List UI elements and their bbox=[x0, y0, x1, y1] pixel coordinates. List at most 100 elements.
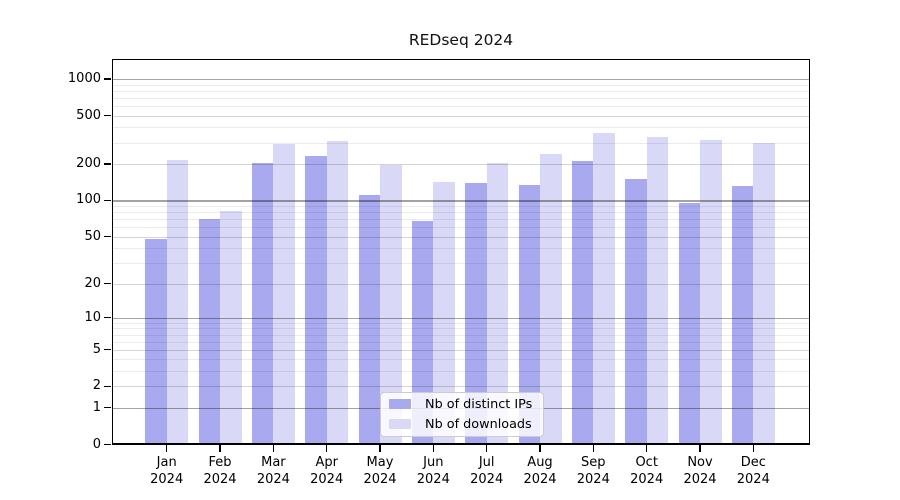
y-tick-label: 2 bbox=[92, 378, 101, 394]
minor-gridline bbox=[112, 371, 810, 373]
minor-gridline bbox=[112, 84, 810, 86]
x-tick-label: Nov 2024 bbox=[665, 454, 735, 488]
x-tick-label: Feb 2024 bbox=[185, 454, 255, 488]
minor-gridline bbox=[112, 219, 810, 220]
y-tick-label: 1 bbox=[92, 399, 101, 415]
x-tick-month: Sep bbox=[581, 455, 606, 470]
x-tick-year: 2024 bbox=[310, 472, 344, 487]
x-tick-month: Jul bbox=[478, 455, 495, 470]
y-tick-label: 10 bbox=[84, 309, 101, 325]
x-tick-month: Aug bbox=[527, 455, 553, 470]
x-tick-label: Dec 2024 bbox=[718, 454, 788, 488]
plot-area: Nb of distinct IPs Nb of downloads bbox=[112, 58, 810, 445]
gridline-20 bbox=[112, 283, 810, 285]
minor-gridline bbox=[112, 97, 810, 99]
x-tick-month: May bbox=[366, 455, 394, 470]
bar-distinct-ips-feb bbox=[198, 219, 221, 445]
x-tick-mark bbox=[699, 444, 701, 452]
y-tick-mark bbox=[104, 443, 111, 446]
minor-gridline bbox=[112, 90, 810, 92]
x-tick-mark bbox=[539, 444, 541, 452]
x-tick-mark bbox=[752, 444, 754, 452]
minor-gridline bbox=[112, 227, 810, 228]
x-tick-month: Nov bbox=[687, 455, 713, 470]
minor-gridline bbox=[112, 142, 810, 144]
bar-distinct-ips-mar bbox=[251, 163, 274, 445]
gridline-200 bbox=[112, 164, 810, 165]
x-tick-year: 2024 bbox=[363, 472, 397, 487]
gridline-100 bbox=[112, 200, 810, 202]
x-tick-mark bbox=[432, 444, 434, 452]
y-tick-mark bbox=[104, 115, 111, 117]
bar-downloads-mar bbox=[273, 144, 295, 445]
x-tick-year: 2024 bbox=[736, 472, 770, 487]
gridline-1000 bbox=[112, 79, 810, 81]
y-tick-mark bbox=[104, 235, 111, 238]
bar-distinct-ips-nov bbox=[678, 202, 700, 445]
x-tick-mark bbox=[486, 444, 488, 452]
x-tick-label: Jul 2024 bbox=[452, 454, 522, 488]
x-tick-label: Sep 2024 bbox=[558, 454, 628, 488]
minor-gridline bbox=[112, 106, 810, 107]
x-tick-mark bbox=[166, 444, 168, 452]
x-tick-mark bbox=[272, 444, 275, 452]
x-tick-year: 2024 bbox=[470, 472, 504, 487]
chart-title: REDseq 2024 bbox=[408, 31, 514, 49]
x-tick-label: Aug 2024 bbox=[505, 454, 575, 488]
bar-distinct-ips-apr bbox=[305, 155, 327, 445]
x-tick-mark bbox=[326, 444, 328, 452]
y-tick-label: 200 bbox=[76, 156, 101, 171]
gridline-500 bbox=[112, 115, 810, 117]
x-tick-label: Apr 2024 bbox=[292, 454, 362, 488]
bar-distinct-ips-jan bbox=[145, 238, 167, 445]
bar-downloads-feb bbox=[220, 211, 242, 445]
bar-distinct-ips-sep bbox=[571, 160, 594, 445]
minor-gridline bbox=[112, 205, 810, 207]
bar-downloads-jun bbox=[433, 182, 455, 445]
bar-downloads-dec bbox=[753, 142, 775, 445]
x-tick-label: Mar 2024 bbox=[238, 454, 308, 488]
y-tick-mark bbox=[104, 78, 111, 80]
legend: Nb of distinct IPs Nb of downloads bbox=[380, 391, 544, 437]
bar-downloads-jul bbox=[486, 163, 509, 445]
bar-distinct-ips-oct bbox=[625, 179, 647, 445]
y-tick-mark bbox=[104, 349, 111, 351]
x-tick-mark bbox=[592, 444, 594, 452]
x-tick-label: May 2024 bbox=[345, 454, 415, 488]
x-tick-month: Feb bbox=[208, 455, 232, 470]
legend-swatch bbox=[389, 399, 411, 409]
x-tick-year: 2024 bbox=[256, 472, 290, 487]
bar-distinct-ips-dec bbox=[731, 186, 754, 445]
y-tick-label: 20 bbox=[84, 275, 101, 291]
y-tick-mark bbox=[104, 317, 111, 319]
y-tick-mark bbox=[104, 385, 111, 388]
bar-distinct-ips-may bbox=[358, 194, 381, 445]
y-tick-mark bbox=[104, 199, 111, 202]
bar-downloads-jan bbox=[166, 159, 189, 445]
gridline-2 bbox=[112, 386, 810, 388]
bar-downloads-sep bbox=[593, 133, 615, 445]
x-tick-mark bbox=[219, 444, 221, 452]
x-tick-mark bbox=[379, 444, 381, 452]
y-tick-label: 0 bbox=[92, 436, 101, 452]
gridline-50 bbox=[112, 236, 810, 238]
bar-downloads-nov bbox=[700, 140, 722, 445]
legend-label: Nb of distinct IPs bbox=[425, 396, 533, 412]
bar-distinct-ips-jul bbox=[465, 183, 487, 445]
x-tick-year: 2024 bbox=[523, 472, 557, 487]
x-tick-label: Jan 2024 bbox=[132, 454, 202, 488]
minor-gridline bbox=[112, 212, 810, 213]
y-tick-label: 1000 bbox=[67, 71, 101, 86]
bar-downloads-apr bbox=[326, 140, 349, 445]
minor-gridline bbox=[112, 341, 810, 343]
legend-item: Nb of downloads bbox=[389, 417, 535, 432]
x-tick-month: Jan bbox=[156, 455, 177, 470]
gridline-5 bbox=[112, 349, 810, 351]
x-tick-year: 2024 bbox=[203, 472, 237, 487]
x-tick-year: 2024 bbox=[683, 472, 717, 487]
y-tick-mark bbox=[104, 163, 111, 165]
y-tick-label: 50 bbox=[84, 228, 101, 244]
x-tick-year: 2024 bbox=[576, 472, 610, 487]
gridline-10 bbox=[112, 317, 810, 320]
